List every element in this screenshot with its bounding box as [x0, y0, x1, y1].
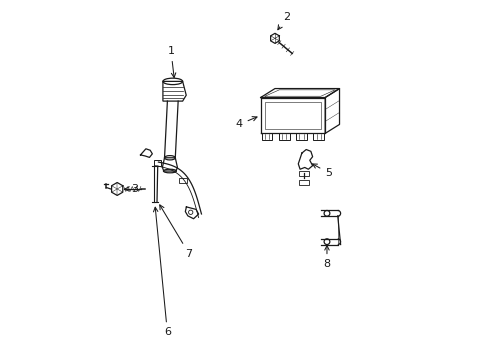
Text: 8: 8	[323, 246, 330, 269]
Text: 7: 7	[160, 205, 192, 258]
Bar	[296, 134, 306, 140]
Bar	[298, 180, 308, 185]
Text: 2: 2	[277, 12, 289, 30]
Text: 6: 6	[153, 207, 170, 337]
Bar	[179, 178, 187, 183]
Bar	[278, 134, 289, 140]
Bar	[264, 102, 320, 129]
Text: 1: 1	[167, 46, 176, 77]
Bar	[313, 134, 324, 140]
Text: 4: 4	[235, 117, 257, 129]
Bar	[154, 160, 161, 166]
Bar	[298, 171, 308, 176]
Bar	[261, 134, 272, 140]
Text: 5: 5	[312, 164, 331, 178]
Text: 3: 3	[124, 184, 138, 194]
